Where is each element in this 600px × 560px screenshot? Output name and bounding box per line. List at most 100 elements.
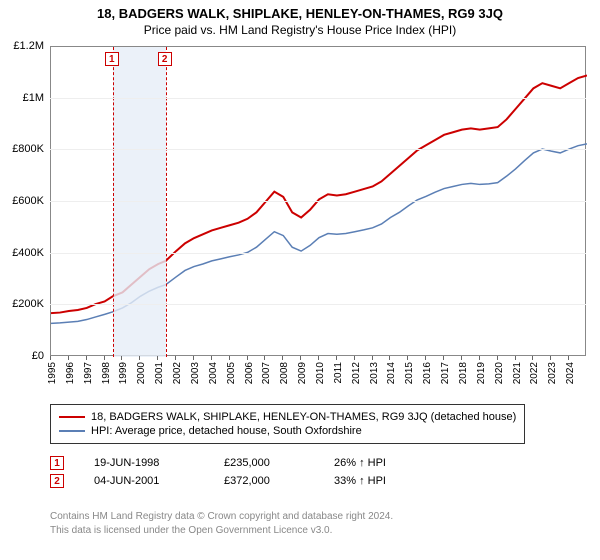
transaction-marker-label: 1 (105, 52, 119, 66)
xtick-label: 1998 (101, 362, 112, 384)
legend-swatch (59, 430, 85, 432)
xtick-mark (104, 356, 105, 360)
xtick-mark (300, 356, 301, 360)
xtick-mark (407, 356, 408, 360)
xtick-mark (425, 356, 426, 360)
transaction-pct: 26% ↑ HPI (334, 457, 386, 469)
gridline-y (50, 304, 586, 305)
transaction-range-shade (113, 47, 166, 357)
xtick-mark (229, 356, 230, 360)
gridline-y (50, 201, 586, 202)
xtick-label: 1996 (65, 362, 76, 384)
transaction-price: £235,000 (224, 457, 304, 469)
xtick-mark (336, 356, 337, 360)
xtick-mark (86, 356, 87, 360)
transaction-row: 1 19-JUN-1998 £235,000 26% ↑ HPI (50, 456, 386, 470)
xtick-mark (247, 356, 248, 360)
xtick-label: 1997 (83, 362, 94, 384)
xtick-label: 2016 (422, 362, 433, 384)
transaction-date: 19-JUN-1998 (94, 457, 194, 469)
legend-swatch (59, 416, 85, 418)
transaction-marker-line (166, 47, 167, 357)
xtick-label: 2020 (494, 362, 505, 384)
xtick-label: 2023 (547, 362, 558, 384)
xtick-label: 1999 (118, 362, 129, 384)
ytick-label: £0 (0, 350, 44, 362)
legend-row: HPI: Average price, detached house, Sout… (59, 425, 516, 437)
transaction-index: 2 (50, 474, 64, 488)
xtick-label: 2014 (386, 362, 397, 384)
xtick-label: 2004 (208, 362, 219, 384)
xtick-label: 2008 (279, 362, 290, 384)
transaction-date: 04-JUN-2001 (94, 475, 194, 487)
transaction-index: 1 (50, 456, 64, 470)
xtick-mark (193, 356, 194, 360)
ytick-label: £400K (0, 247, 44, 259)
footer-line1: Contains HM Land Registry data © Crown c… (50, 510, 393, 524)
xtick-label: 2002 (172, 362, 183, 384)
xtick-label: 2018 (458, 362, 469, 384)
xtick-label: 2019 (476, 362, 487, 384)
chart-container: 18, BADGERS WALK, SHIPLAKE, HENLEY-ON-TH… (0, 0, 600, 560)
transaction-row: 2 04-JUN-2001 £372,000 33% ↑ HPI (50, 474, 386, 488)
xtick-mark (175, 356, 176, 360)
transaction-marker-label: 2 (158, 52, 172, 66)
xtick-label: 2024 (565, 362, 576, 384)
footer-line2: This data is licensed under the Open Gov… (50, 524, 393, 538)
chart-subtitle: Price paid vs. HM Land Registry's House … (0, 23, 600, 37)
ytick-label: £1.2M (0, 40, 44, 52)
transaction-price: £372,000 (224, 475, 304, 487)
legend: 18, BADGERS WALK, SHIPLAKE, HENLEY-ON-TH… (50, 404, 525, 444)
xtick-mark (211, 356, 212, 360)
chart-title-address: 18, BADGERS WALK, SHIPLAKE, HENLEY-ON-TH… (0, 6, 600, 21)
xtick-label: 2001 (154, 362, 165, 384)
xtick-label: 2005 (226, 362, 237, 384)
xtick-label: 2011 (333, 362, 344, 384)
xtick-mark (157, 356, 158, 360)
xtick-label: 2003 (190, 362, 201, 384)
ytick-label: £600K (0, 195, 44, 207)
xtick-mark (389, 356, 390, 360)
xtick-label: 2013 (369, 362, 380, 384)
ytick-label: £200K (0, 298, 44, 310)
legend-row: 18, BADGERS WALK, SHIPLAKE, HENLEY-ON-TH… (59, 411, 516, 423)
xtick-mark (479, 356, 480, 360)
xtick-mark (515, 356, 516, 360)
legend-label: 18, BADGERS WALK, SHIPLAKE, HENLEY-ON-TH… (91, 411, 516, 423)
xtick-mark (318, 356, 319, 360)
xtick-mark (443, 356, 444, 360)
ytick-label: £800K (0, 143, 44, 155)
ytick-label: £1M (0, 92, 44, 104)
xtick-mark (568, 356, 569, 360)
xtick-mark (532, 356, 533, 360)
xtick-label: 2000 (136, 362, 147, 384)
xtick-mark (372, 356, 373, 360)
xtick-label: 2017 (440, 362, 451, 384)
xtick-label: 2010 (315, 362, 326, 384)
xtick-mark (550, 356, 551, 360)
xtick-mark (282, 356, 283, 360)
xtick-mark (497, 356, 498, 360)
footer-attribution: Contains HM Land Registry data © Crown c… (50, 510, 393, 537)
xtick-label: 1995 (47, 362, 58, 384)
xtick-mark (354, 356, 355, 360)
xtick-label: 2022 (529, 362, 540, 384)
xtick-label: 2021 (512, 362, 523, 384)
xtick-label: 2015 (404, 362, 415, 384)
xtick-mark (139, 356, 140, 360)
xtick-mark (121, 356, 122, 360)
xtick-mark (461, 356, 462, 360)
transaction-pct: 33% ↑ HPI (334, 475, 386, 487)
gridline-y (50, 253, 586, 254)
xtick-label: 2006 (244, 362, 255, 384)
xtick-mark (68, 356, 69, 360)
xtick-mark (50, 356, 51, 360)
transactions-table: 1 19-JUN-1998 £235,000 26% ↑ HPI 2 04-JUN-200… (50, 452, 386, 492)
transaction-marker-line (113, 47, 114, 357)
title-block: 18, BADGERS WALK, SHIPLAKE, HENLEY-ON-TH… (0, 0, 600, 37)
gridline-y (50, 149, 586, 150)
xtick-label: 2012 (351, 362, 362, 384)
xtick-label: 2007 (261, 362, 272, 384)
xtick-label: 2009 (297, 362, 308, 384)
xtick-mark (264, 356, 265, 360)
